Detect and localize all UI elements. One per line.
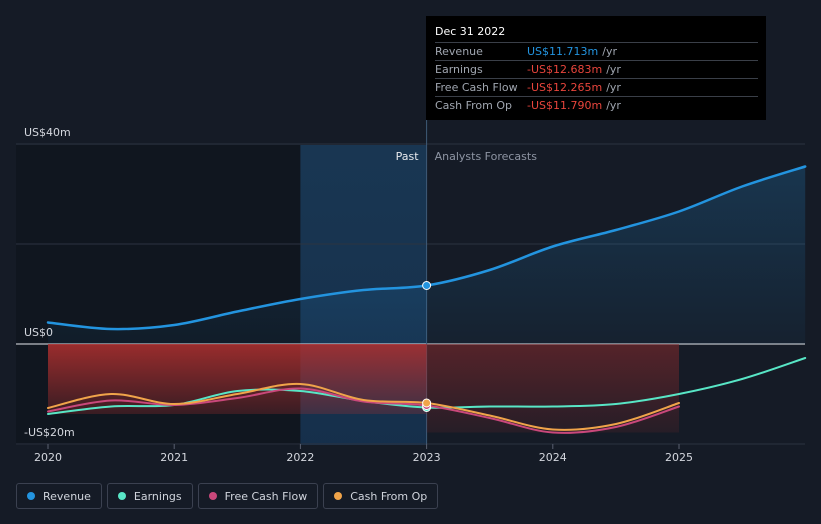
legend-label: Cash From Op: [350, 489, 428, 503]
legend-dot-icon: [117, 492, 126, 500]
legend-dot-icon: [208, 492, 217, 500]
legend-item-cash-from-op[interactable]: Cash From Op: [323, 483, 439, 509]
x-tick-label: 2024: [539, 451, 567, 464]
tooltip-value: -US$12.265m: [527, 81, 603, 94]
tooltip-row-earnings: Earnings -US$12.683m /yr: [435, 60, 758, 78]
y-tick-label: US$40m: [24, 126, 71, 139]
series-line-cash-from-op: [47, 382, 680, 431]
tooltip-unit: /yr: [606, 99, 621, 112]
tooltip-row-free-cash-flow: Free Cash Flow -US$12.265m /yr: [435, 78, 758, 96]
legend-item-revenue[interactable]: Revenue: [16, 483, 102, 509]
legend-dot-icon: [334, 492, 343, 500]
tooltip-label: Free Cash Flow: [435, 81, 518, 94]
x-tick-label: 2020: [34, 451, 62, 464]
tooltip-value: -US$11.790m: [527, 99, 603, 112]
tooltip-unit: /yr: [606, 81, 621, 94]
tooltip-date: Dec 31 2022: [435, 25, 506, 38]
tooltip-value: US$11.713m: [527, 45, 599, 58]
y-tick-label: US$0: [24, 326, 53, 339]
tooltip: Dec 31 2022 Revenue US$11.713m /yr Earni…: [426, 16, 766, 120]
x-tick-label: 2023: [413, 451, 441, 464]
x-tick-label: 2022: [286, 451, 314, 464]
series-line-revenue: [46, 165, 807, 331]
x-tick-label: 2021: [160, 451, 188, 464]
tooltip-label: Revenue: [435, 45, 483, 58]
tooltip-label: Earnings: [435, 63, 483, 76]
tooltip-value: -US$12.683m: [527, 63, 603, 76]
legend-item-free-cash-flow[interactable]: Free Cash Flow: [197, 483, 319, 509]
legend-item-earnings[interactable]: Earnings: [106, 483, 193, 509]
tooltip-unit: /yr: [606, 63, 621, 76]
series-line-free-cash-flow: [47, 387, 680, 434]
forecast-label: Analysts Forecasts: [435, 150, 538, 163]
tooltip-unit: /yr: [602, 45, 617, 58]
tooltip-row-revenue: Revenue US$11.713m /yr: [435, 42, 758, 60]
series-marker-revenue: [422, 281, 432, 290]
legend-dot-icon: [27, 492, 35, 500]
legend-label: Free Cash Flow: [224, 489, 308, 503]
revenue-area: [48, 166, 806, 344]
past-label: Past: [396, 150, 420, 163]
tooltip-row-cash-from-op: Cash From Op -US$11.790m /yr: [435, 96, 758, 114]
series-marker-cash-from-op: [422, 398, 432, 408]
tooltip-label: Cash From Op: [435, 99, 513, 112]
legend: Revenue Earnings Free Cash Flow Cash Fro…: [16, 483, 439, 509]
legend-label: Earnings: [133, 489, 182, 503]
y-tick-label: -US$20m: [24, 426, 75, 439]
loss-area-past: [48, 344, 427, 414]
x-tick-label: 2025: [665, 451, 693, 464]
legend-label: Revenue: [43, 489, 91, 503]
